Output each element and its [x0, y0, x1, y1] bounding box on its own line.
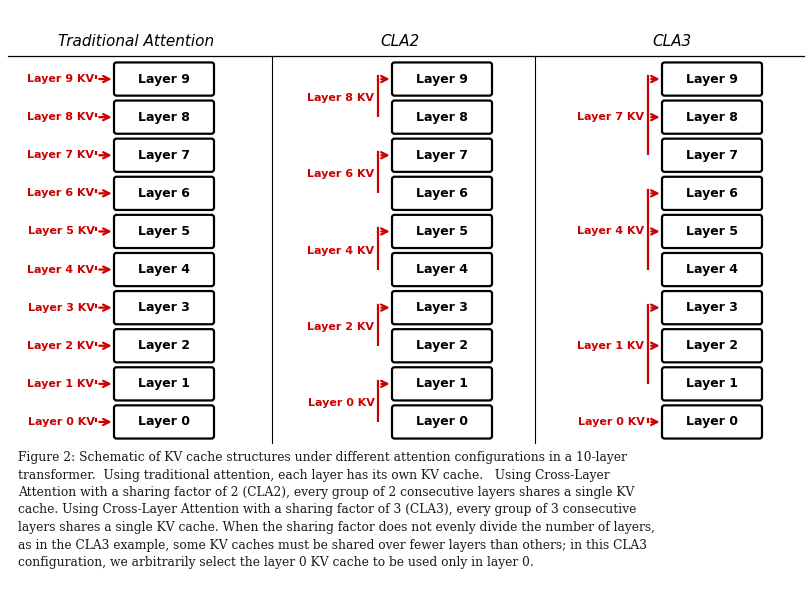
Text: Layer 4 KV: Layer 4 KV — [577, 226, 644, 236]
Text: CLA3: CLA3 — [651, 34, 691, 50]
FancyBboxPatch shape — [392, 367, 491, 400]
Text: Layer 3: Layer 3 — [685, 301, 737, 314]
FancyBboxPatch shape — [661, 139, 761, 172]
FancyBboxPatch shape — [114, 367, 214, 400]
Text: Layer 4: Layer 4 — [415, 263, 467, 276]
FancyBboxPatch shape — [114, 253, 214, 286]
FancyBboxPatch shape — [114, 100, 214, 133]
Text: Layer 1 KV: Layer 1 KV — [577, 341, 644, 351]
Text: Layer 5: Layer 5 — [415, 225, 467, 238]
Text: Layer 0: Layer 0 — [415, 416, 467, 428]
Text: Traditional Attention: Traditional Attention — [58, 34, 214, 50]
Text: Layer 8: Layer 8 — [138, 111, 190, 124]
Text: Layer 1 KV: Layer 1 KV — [28, 379, 94, 389]
Text: Layer 2: Layer 2 — [685, 339, 737, 352]
Text: Layer 0: Layer 0 — [138, 416, 190, 428]
Text: Layer 4 KV: Layer 4 KV — [307, 245, 374, 255]
Text: Layer 9: Layer 9 — [138, 72, 190, 86]
Text: Layer 0: Layer 0 — [685, 416, 737, 428]
Text: Figure 2: Schematic of KV cache structures under different attention configurati: Figure 2: Schematic of KV cache structur… — [18, 451, 654, 569]
Text: Layer 0 KV: Layer 0 KV — [307, 398, 374, 408]
Text: Layer 2: Layer 2 — [415, 339, 467, 352]
FancyBboxPatch shape — [661, 215, 761, 248]
FancyBboxPatch shape — [392, 329, 491, 362]
Text: Layer 1: Layer 1 — [685, 378, 737, 390]
Text: Layer 5: Layer 5 — [685, 225, 737, 238]
FancyBboxPatch shape — [392, 405, 491, 439]
FancyBboxPatch shape — [392, 215, 491, 248]
Text: Layer 7: Layer 7 — [415, 149, 467, 162]
Text: Layer 3: Layer 3 — [415, 301, 467, 314]
Text: Layer 6: Layer 6 — [685, 187, 737, 200]
Text: Layer 7 KV: Layer 7 KV — [28, 150, 94, 160]
Text: Layer 1: Layer 1 — [138, 378, 190, 390]
FancyBboxPatch shape — [114, 329, 214, 362]
FancyBboxPatch shape — [392, 291, 491, 324]
Text: Layer 2 KV: Layer 2 KV — [307, 322, 374, 332]
Text: Layer 0 KV: Layer 0 KV — [28, 417, 94, 427]
FancyBboxPatch shape — [661, 100, 761, 133]
Text: Layer 2 KV: Layer 2 KV — [28, 341, 94, 351]
FancyBboxPatch shape — [661, 177, 761, 210]
Text: Layer 6 KV: Layer 6 KV — [307, 169, 374, 179]
Text: Layer 2: Layer 2 — [138, 339, 190, 352]
Text: Layer 9: Layer 9 — [415, 72, 467, 86]
FancyBboxPatch shape — [392, 177, 491, 210]
FancyBboxPatch shape — [114, 405, 214, 439]
Text: Layer 1: Layer 1 — [415, 378, 467, 390]
FancyBboxPatch shape — [114, 215, 214, 248]
Text: Layer 9 KV: Layer 9 KV — [28, 74, 94, 84]
Text: Layer 4: Layer 4 — [138, 263, 190, 276]
Text: Layer 7: Layer 7 — [138, 149, 190, 162]
Text: Layer 0 KV: Layer 0 KV — [577, 417, 644, 427]
FancyBboxPatch shape — [661, 405, 761, 439]
Text: Layer 6 KV: Layer 6 KV — [28, 188, 94, 198]
FancyBboxPatch shape — [392, 100, 491, 133]
Text: Layer 7: Layer 7 — [685, 149, 737, 162]
FancyBboxPatch shape — [661, 62, 761, 95]
Text: Layer 6: Layer 6 — [138, 187, 190, 200]
Text: CLA2: CLA2 — [380, 34, 419, 50]
FancyBboxPatch shape — [661, 253, 761, 286]
FancyBboxPatch shape — [114, 62, 214, 95]
Text: Layer 9: Layer 9 — [685, 72, 737, 86]
Text: Layer 6: Layer 6 — [415, 187, 467, 200]
Text: Layer 7 KV: Layer 7 KV — [577, 112, 644, 122]
Text: Layer 8 KV: Layer 8 KV — [28, 112, 94, 122]
FancyBboxPatch shape — [392, 139, 491, 172]
Text: Layer 8: Layer 8 — [685, 111, 737, 124]
Text: Layer 3 KV: Layer 3 KV — [28, 303, 94, 313]
FancyBboxPatch shape — [114, 291, 214, 324]
FancyBboxPatch shape — [661, 329, 761, 362]
Text: Layer 8 KV: Layer 8 KV — [307, 93, 374, 103]
Text: Layer 5 KV: Layer 5 KV — [28, 226, 94, 236]
Text: Layer 3: Layer 3 — [138, 301, 190, 314]
FancyBboxPatch shape — [661, 291, 761, 324]
FancyBboxPatch shape — [392, 253, 491, 286]
FancyBboxPatch shape — [661, 367, 761, 400]
Text: Layer 4 KV: Layer 4 KV — [28, 265, 94, 275]
Text: Layer 5: Layer 5 — [138, 225, 190, 238]
Text: Layer 8: Layer 8 — [415, 111, 467, 124]
FancyBboxPatch shape — [114, 177, 214, 210]
Text: Layer 4: Layer 4 — [685, 263, 737, 276]
FancyBboxPatch shape — [392, 62, 491, 95]
FancyBboxPatch shape — [114, 139, 214, 172]
